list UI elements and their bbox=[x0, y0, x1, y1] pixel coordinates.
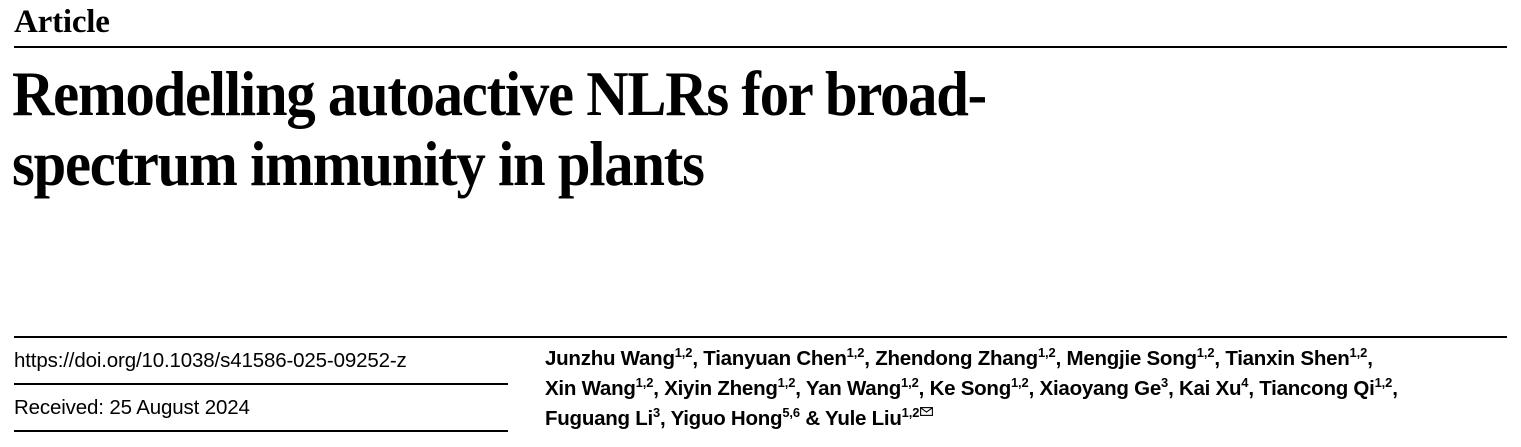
author-affiliation-marker: 1,2 bbox=[901, 405, 920, 421]
meta-divider-middle bbox=[14, 383, 508, 385]
author-affiliation-marker: 1,2 bbox=[1010, 375, 1029, 391]
page-title: Remodelling autoactive NLRs for broad- s… bbox=[12, 59, 1342, 199]
author-line: Xin Wang1,2, Xiyin Zheng1,2, Yan Wang1,2… bbox=[545, 375, 1398, 400]
author-affiliation-marker: 1,2 bbox=[1374, 375, 1393, 391]
envelope-icon[interactable] bbox=[920, 407, 934, 417]
author-affiliation-marker: 1,2 bbox=[1196, 345, 1215, 361]
author-affiliation-marker: 1,2 bbox=[777, 375, 796, 391]
author-name[interactable]: Yiguo Hong bbox=[670, 407, 783, 430]
author-affiliation-marker: 4 bbox=[1241, 375, 1249, 391]
author-affiliation-marker: 1,2 bbox=[1037, 345, 1056, 361]
author-name[interactable]: Tianxin Shen bbox=[1225, 347, 1350, 370]
author-list: Junzhu Wang1,2, Tianyuan Chen1,2, Zhendo… bbox=[545, 344, 1510, 434]
doi-link[interactable]: https://doi.org/10.1038/s41586-025-09252… bbox=[14, 349, 407, 372]
author-name[interactable]: Kai Xu bbox=[1178, 377, 1242, 400]
author-name[interactable]: Tianyuan Chen bbox=[703, 347, 847, 370]
header-divider-top bbox=[14, 46, 1507, 48]
author-name[interactable]: Mengjie Song bbox=[1066, 347, 1198, 370]
author-name[interactable]: Xin Wang bbox=[545, 377, 636, 400]
author-name[interactable]: Yan Wang bbox=[805, 377, 902, 400]
author-affiliation-marker: 1,2 bbox=[674, 345, 693, 361]
author-name[interactable]: Ke Song bbox=[929, 377, 1012, 400]
author-affiliation-marker: 1,2 bbox=[1349, 345, 1368, 361]
title-line-2: spectrum immunity in plants bbox=[12, 129, 705, 199]
author-name[interactable]: Yule Liu bbox=[825, 407, 902, 430]
title-line-1: Remodelling autoactive NLRs for broad- bbox=[12, 59, 987, 129]
author-name[interactable]: Zhendong Zhang bbox=[875, 347, 1038, 370]
author-name[interactable]: Junzhu Wang bbox=[545, 347, 675, 370]
author-affiliation-marker: 5,6 bbox=[782, 405, 800, 421]
author-line: Fuguang Li3, Yiguo Hong5,6 & Yule Liu1,2 bbox=[545, 404, 1510, 434]
meta-divider-bottom bbox=[14, 430, 508, 432]
author-affiliation-marker: 3 bbox=[652, 405, 661, 421]
author-name[interactable]: Xiyin Zheng bbox=[664, 377, 778, 400]
author-line: Junzhu Wang1,2, Tianyuan Chen1,2, Zhendo… bbox=[545, 345, 1373, 370]
author-name[interactable]: Fuguang Li bbox=[545, 407, 653, 430]
author-affiliation-marker: 1,2 bbox=[901, 375, 919, 391]
author-affiliation-marker: 1,2 bbox=[635, 375, 654, 391]
section-label: Article bbox=[14, 4, 110, 40]
author-name[interactable]: Tiancong Qi bbox=[1259, 377, 1375, 400]
meta-divider-top bbox=[14, 336, 1507, 338]
author-name[interactable]: Xiaoyang Ge bbox=[1039, 377, 1162, 400]
received-date: Received: 25 August 2024 bbox=[14, 396, 250, 419]
author-affiliation-marker: 3 bbox=[1160, 375, 1169, 391]
author-affiliation-marker: 1,2 bbox=[846, 345, 865, 361]
